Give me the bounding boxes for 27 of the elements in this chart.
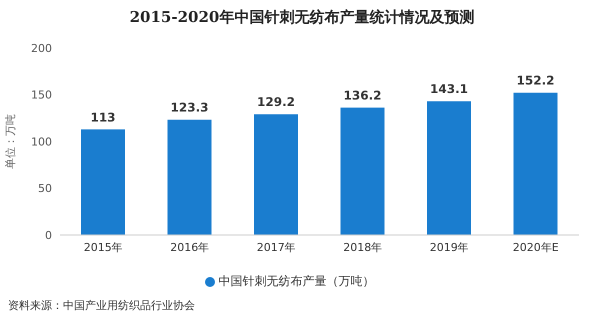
bar [254,114,298,235]
x-tick-label: 2019年 [430,240,469,254]
data-label: 129.2 [257,95,295,110]
x-tick-label: 2020年E [512,240,559,254]
x-tick-label: 2017年 [256,240,296,254]
data-label: 123.3 [170,100,208,115]
y-tick-label: 0 [45,228,52,242]
bar [427,101,471,235]
data-label: 113 [90,110,116,124]
legend-label: 中国针刺无纺布产量（万吨） [218,274,374,288]
bar [168,120,212,235]
text: 资料来源：中国产业用纺织品行业协会 [8,298,195,313]
x-tick-label: 2016年 [170,240,210,254]
bar [340,108,384,235]
data-label: 152.2 [516,74,554,88]
x-tick-label: 2015年 [84,240,123,254]
bar [81,129,125,235]
y-tick-label: 150 [31,88,52,102]
y-tick-label: 100 [31,135,52,148]
x-tick-label: 2018年 [343,240,382,254]
y-tick-label: 50 [38,182,52,196]
chart-title: 2015-2020年中国针刺无纺布产量统计情况及预测 [128,8,476,27]
y-axis-title: 单位：万吨 [4,114,17,169]
y-tick-label: 200 [31,42,52,55]
bar [514,92,558,235]
data-label: 136.2 [344,88,382,103]
data-label: 143.1 [430,82,468,96]
